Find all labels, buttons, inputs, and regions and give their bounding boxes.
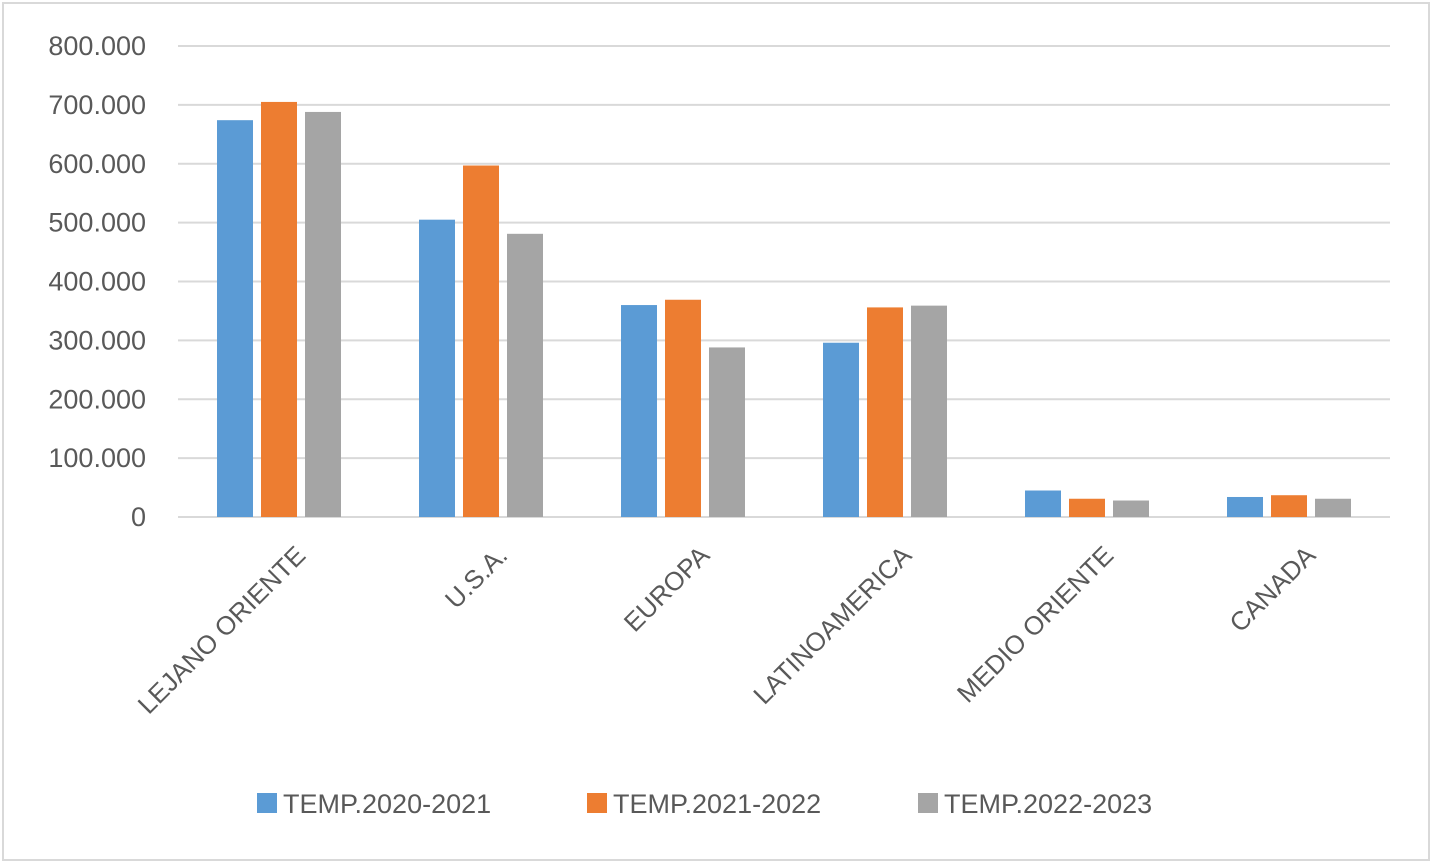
y-tick-label: 0: [131, 502, 146, 532]
legend-label: TEMP.2020-2021: [283, 789, 491, 819]
y-tick-label: 700.000: [48, 90, 146, 120]
x-tick-label: LEJANO ORIENTE: [132, 540, 312, 720]
bar: [261, 101, 297, 518]
bars: [217, 101, 1351, 518]
y-tick-label: 500.000: [48, 208, 146, 238]
legend-swatch: [587, 793, 607, 813]
legend-swatch: [918, 793, 938, 813]
bar: [419, 219, 455, 517]
y-tick-label: 200.000: [48, 384, 146, 414]
x-tick-label: U.S.A.: [439, 540, 513, 614]
y-tick-label: 100.000: [48, 443, 146, 473]
bar: [621, 305, 657, 517]
bar-chart: 0 100.000 200.000 300.000 400.000 500.000 600.…: [48, 31, 1390, 819]
x-axis-tick-labels: LEJANO ORIENTE U.S.A. EUROPA LATINOAMERICA M…: [132, 540, 1322, 720]
bar: [1315, 498, 1351, 517]
bar: [1227, 496, 1263, 517]
bar: [463, 165, 499, 518]
bar: [709, 347, 745, 517]
bar: [823, 342, 859, 517]
bar: [217, 120, 253, 518]
bar: [1113, 500, 1149, 517]
bar: [665, 299, 701, 517]
bar: [305, 111, 341, 517]
legend-label: TEMP.2021-2022: [613, 789, 821, 819]
y-tick-label: 300.000: [48, 325, 146, 355]
x-tick-label: CANADA: [1223, 540, 1321, 638]
gridlines: [178, 45, 1390, 518]
bar: [1025, 490, 1061, 517]
bar: [911, 305, 947, 517]
legend-swatch: [257, 793, 277, 813]
legend: TEMP.2020-2021 TEMP.2021-2022 TEMP.2022-20…: [257, 789, 1152, 819]
y-tick-label: 400.000: [48, 267, 146, 297]
x-tick-label: MEDIO ORIENTE: [951, 540, 1119, 708]
x-tick-label: LATINOAMERICA: [747, 540, 917, 710]
y-tick-label: 800.000: [48, 31, 146, 61]
bar: [507, 233, 543, 517]
y-tick-label: 600.000: [48, 149, 146, 179]
x-tick-label: EUROPA: [618, 540, 716, 638]
legend-label: TEMP.2022-2023: [944, 789, 1152, 819]
bar: [1271, 495, 1307, 517]
bar: [867, 307, 903, 517]
y-axis-tick-labels: 0 100.000 200.000 300.000 400.000 500.000 600.…: [48, 31, 146, 532]
bar: [1069, 498, 1105, 517]
